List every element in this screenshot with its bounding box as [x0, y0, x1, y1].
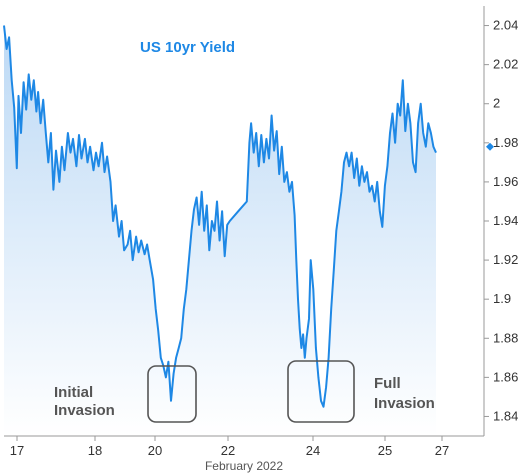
chart-title: US 10yr Yield [140, 39, 235, 56]
full-invasion-label-line1: Full [374, 375, 401, 392]
y-tick-label: 1.98 [493, 135, 518, 150]
yield-area-fill [4, 25, 436, 436]
x-tick-label: 17 [10, 443, 24, 458]
x-tick-label: 27 [435, 443, 449, 458]
y-axis-ticks: 1.84 1.86 1.88 1.9 1.92 1.94 1.96 1.98 2 2.02 2.04 [484, 18, 518, 423]
yield-series-line [3, 25, 437, 408]
full-invasion-label-line2: Invasion [374, 395, 435, 412]
x-tick-label: 18 [88, 443, 102, 458]
x-tick-label: 25 [378, 443, 392, 458]
x-axis-ticks: 17 18 20 22 24 25 27 [10, 436, 449, 458]
initial-invasion-box [147, 365, 197, 423]
x-tick-label: 22 [221, 443, 235, 458]
x-tick-label: 20 [148, 443, 162, 458]
y-tick-label: 1.88 [493, 330, 518, 345]
x-axis-label: February 2022 [205, 459, 283, 473]
y-tick-label: 1.86 [493, 369, 518, 384]
full-invasion-box [287, 360, 355, 423]
y-tick-label: 2 [493, 96, 500, 111]
y-tick-label: 1.84 [493, 408, 518, 423]
y-tick-label: 2.02 [493, 57, 518, 72]
y-tick-label: 1.9 [493, 291, 511, 306]
initial-invasion-label-line1: Initial [54, 384, 93, 401]
y-tick-label: 1.96 [493, 174, 518, 189]
y-tick-label: 2.04 [493, 18, 518, 33]
y-tick-label: 1.94 [493, 213, 518, 228]
y-tick-label: 1.92 [493, 252, 518, 267]
initial-invasion-label-line2: Invasion [54, 402, 115, 419]
last-value-marker [486, 142, 494, 151]
x-tick-label: 24 [306, 443, 320, 458]
